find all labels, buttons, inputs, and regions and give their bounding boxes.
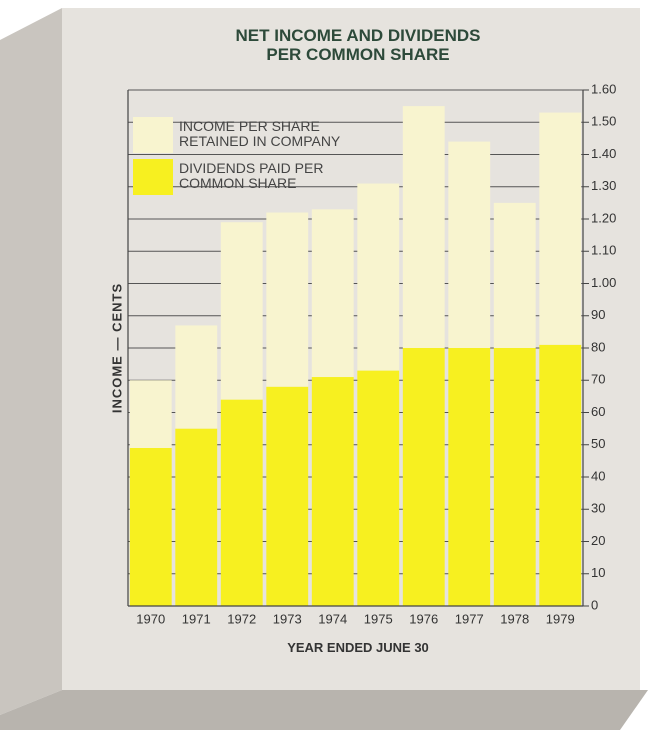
x-tick-label: 1975	[364, 611, 393, 626]
chart-title: NET INCOME AND DIVIDENDS PER COMMON SHAR…	[235, 26, 481, 64]
bar-segment	[448, 348, 491, 606]
x-tick-label: 1979	[546, 611, 575, 626]
bar-segment	[357, 370, 400, 606]
bar-segment	[402, 106, 445, 348]
y-tick-label: 40	[591, 468, 605, 483]
y-tick-label: 1.60	[591, 81, 616, 96]
legend-label: INCOME PER SHARE RETAINED IN COMPANY	[179, 118, 341, 149]
bar-segment	[402, 348, 445, 606]
bar-segment	[175, 428, 218, 606]
bar-segment	[266, 212, 309, 387]
y-tick-label: 1.20	[591, 210, 616, 225]
x-tick-label: 1973	[273, 611, 302, 626]
y-tick-label: 10	[591, 565, 605, 580]
bar-segment	[311, 209, 354, 378]
x-axis-label: YEAR ENDED JUNE 30	[287, 640, 429, 655]
y-tick-label: 1.50	[591, 114, 616, 129]
y-tick-label: 1.10	[591, 243, 616, 258]
x-tick-label: 1971	[182, 611, 211, 626]
y-tick-label: 1.40	[591, 146, 616, 161]
x-tick-label: 1978	[500, 611, 529, 626]
bar-segment	[220, 399, 263, 606]
bar-segment	[175, 325, 218, 429]
y-tick-label: 1.00	[591, 275, 616, 290]
x-tick-label: 1972	[227, 611, 256, 626]
y-axis-label: INCOME — CENTS	[109, 283, 124, 413]
y-tick-label: 1.30	[591, 178, 616, 193]
y-tick-label: 70	[591, 372, 605, 387]
bar-segment	[539, 344, 582, 606]
bar-segment	[539, 112, 582, 345]
bar-segment	[448, 141, 491, 348]
bar-segment	[493, 202, 536, 348]
y-tick-label: 50	[591, 436, 605, 451]
bar-segment	[357, 183, 400, 371]
y-tick-label: 90	[591, 307, 605, 322]
box-left-face	[0, 8, 62, 715]
y-tick-label: 60	[591, 404, 605, 419]
bar-segment	[311, 377, 354, 606]
y-tick-label: 0	[591, 597, 598, 612]
bar-segment	[129, 447, 172, 606]
x-tick-label: 1976	[409, 611, 438, 626]
box-bottom-face	[0, 690, 648, 730]
bar-segment	[220, 222, 263, 400]
x-tick-label: 1977	[455, 611, 484, 626]
bar-segment	[493, 348, 536, 606]
bar-segment	[266, 386, 309, 606]
bar-segment	[129, 380, 172, 448]
x-tick-label: 1974	[318, 611, 347, 626]
y-tick-label: 80	[591, 339, 605, 354]
legend-swatch	[133, 159, 173, 195]
legend-swatch	[133, 117, 173, 153]
y-tick-label: 20	[591, 533, 605, 548]
x-tick-label: 1970	[136, 611, 165, 626]
legend-label: DIVIDENDS PAID PER COMMON SHARE	[179, 160, 324, 191]
y-tick-label: 30	[591, 501, 605, 516]
